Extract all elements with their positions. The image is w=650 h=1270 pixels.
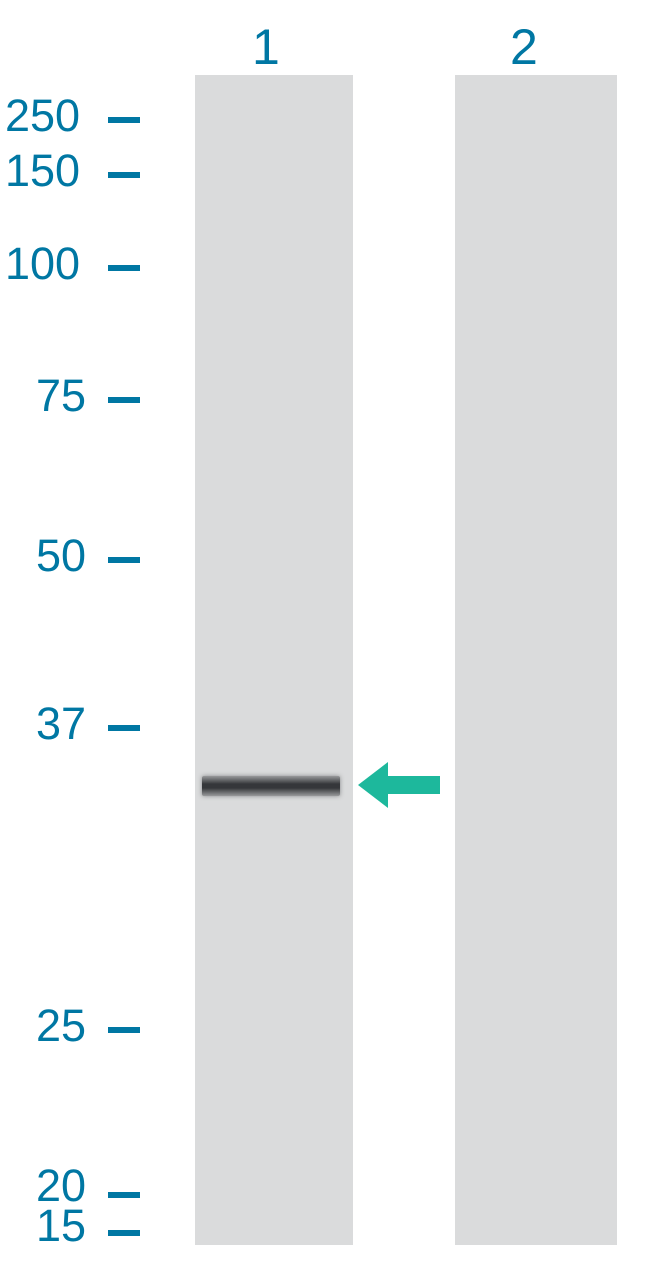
marker-label-25: 25	[36, 1000, 86, 1052]
marker-tick-75	[108, 397, 140, 403]
protein-band-lane-1	[202, 776, 340, 796]
marker-label-15: 15	[36, 1200, 86, 1252]
marker-tick-100	[108, 265, 140, 271]
lane-2	[455, 75, 617, 1245]
marker-tick-50	[108, 557, 140, 563]
marker-tick-25	[108, 1027, 140, 1033]
lane-2-header: 2	[510, 18, 538, 76]
marker-tick-250	[108, 117, 140, 123]
marker-label-50: 50	[36, 530, 86, 582]
arrow-head-icon	[358, 762, 388, 808]
lane-1	[195, 75, 353, 1245]
marker-tick-20	[108, 1192, 140, 1198]
marker-tick-150	[108, 172, 140, 178]
marker-label-100: 100	[5, 238, 80, 290]
marker-label-37: 37	[36, 698, 86, 750]
band-indicator-arrow-icon	[358, 762, 440, 808]
marker-label-75: 75	[36, 370, 86, 422]
marker-label-150: 150	[5, 145, 80, 197]
marker-tick-15	[108, 1230, 140, 1236]
lane-1-header: 1	[252, 18, 280, 76]
marker-tick-37	[108, 725, 140, 731]
marker-label-250: 250	[5, 90, 80, 142]
western-blot-container: 1 2 250 150 100 75 50 37 25 20 15	[0, 0, 650, 1270]
arrow-shaft-icon	[388, 776, 440, 794]
